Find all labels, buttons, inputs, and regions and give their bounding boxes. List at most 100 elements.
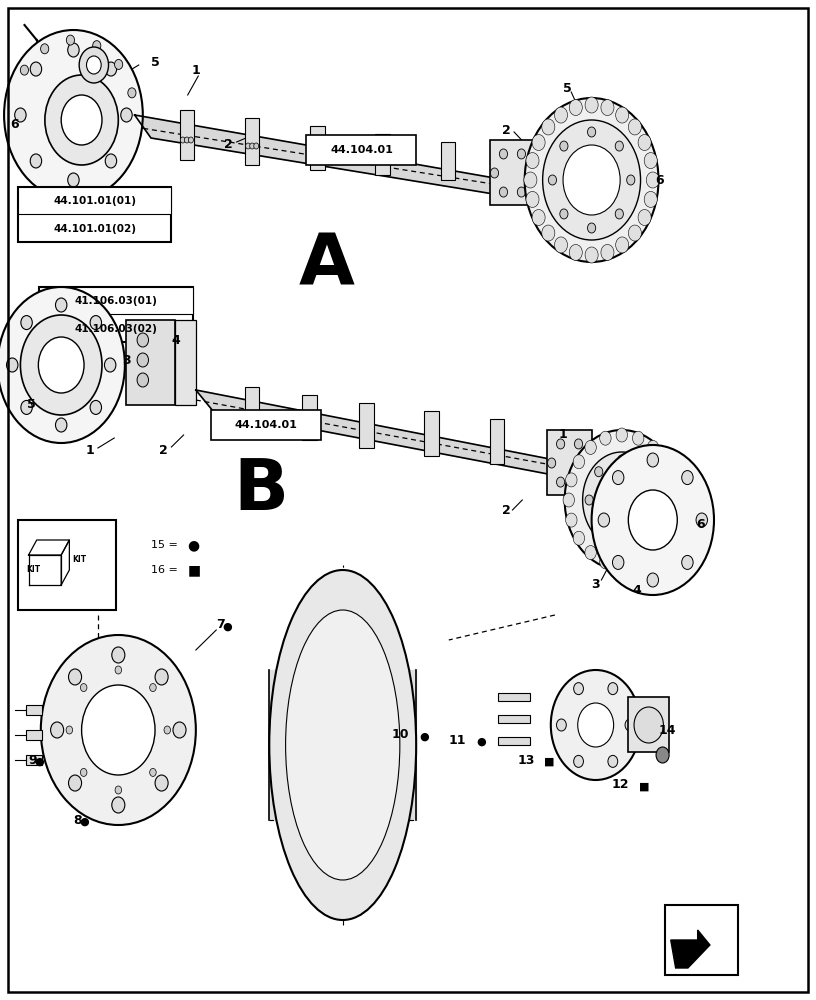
Circle shape (585, 247, 598, 263)
Circle shape (543, 120, 641, 240)
Text: 2: 2 (159, 444, 167, 456)
Bar (18, 520, 116, 610)
Circle shape (583, 458, 592, 468)
Circle shape (641, 523, 649, 533)
Text: 1: 1 (86, 444, 94, 456)
Circle shape (646, 172, 659, 188)
Text: 1: 1 (192, 64, 200, 77)
Circle shape (598, 513, 610, 527)
Circle shape (647, 440, 659, 454)
Text: 14: 14 (659, 724, 676, 736)
Circle shape (173, 722, 186, 738)
Circle shape (86, 56, 101, 74)
Circle shape (565, 513, 577, 527)
Circle shape (315, 149, 320, 155)
Text: ■: ■ (188, 563, 201, 577)
Circle shape (618, 455, 626, 465)
Text: 8: 8 (73, 814, 82, 826)
Circle shape (696, 513, 707, 527)
Bar (498, 737, 530, 745)
Circle shape (632, 555, 644, 569)
Circle shape (585, 546, 596, 560)
Circle shape (517, 187, 526, 197)
Circle shape (188, 137, 193, 143)
Circle shape (618, 535, 626, 545)
Circle shape (81, 768, 87, 776)
Circle shape (573, 455, 584, 469)
Circle shape (585, 97, 598, 113)
Circle shape (574, 755, 583, 767)
Circle shape (184, 137, 189, 143)
Circle shape (608, 683, 618, 695)
Bar (310, 126, 325, 170)
Circle shape (20, 315, 102, 415)
Circle shape (634, 707, 663, 743)
Circle shape (615, 107, 628, 123)
Circle shape (105, 62, 117, 76)
Circle shape (628, 119, 641, 135)
Circle shape (647, 546, 659, 560)
Circle shape (121, 108, 132, 122)
Bar (175, 320, 196, 405)
Circle shape (632, 431, 644, 445)
Circle shape (548, 175, 557, 185)
Bar (375, 134, 390, 175)
Circle shape (616, 558, 628, 572)
Circle shape (557, 439, 565, 449)
Text: 10: 10 (391, 728, 409, 742)
Circle shape (21, 400, 33, 414)
Circle shape (574, 439, 583, 449)
Circle shape (69, 775, 82, 791)
Circle shape (532, 210, 545, 226)
Bar (498, 693, 530, 701)
Circle shape (615, 237, 628, 253)
Circle shape (311, 149, 316, 155)
Circle shape (638, 210, 651, 226)
Circle shape (551, 670, 641, 780)
Text: 2: 2 (502, 504, 510, 516)
Circle shape (650, 495, 659, 505)
Circle shape (55, 298, 67, 312)
Circle shape (615, 209, 623, 219)
Bar (39, 287, 193, 314)
Bar (306, 135, 416, 165)
Circle shape (608, 755, 618, 767)
Circle shape (68, 173, 79, 187)
Circle shape (68, 43, 79, 57)
Circle shape (555, 107, 568, 123)
Text: 44.101.01(01): 44.101.01(01) (53, 196, 136, 206)
Text: ●: ● (477, 737, 486, 747)
Text: KIT: KIT (26, 566, 41, 574)
Text: 1: 1 (559, 428, 567, 442)
Circle shape (128, 88, 136, 98)
Circle shape (180, 137, 185, 143)
Polygon shape (29, 555, 61, 585)
Polygon shape (671, 930, 710, 968)
Bar (359, 403, 374, 448)
Circle shape (319, 149, 324, 155)
Circle shape (681, 555, 693, 569)
Text: ●: ● (222, 622, 232, 632)
Circle shape (79, 47, 109, 83)
Circle shape (112, 797, 125, 813)
Circle shape (115, 666, 122, 674)
Circle shape (45, 75, 118, 165)
Circle shape (565, 473, 577, 487)
Circle shape (524, 172, 537, 188)
Circle shape (4, 30, 143, 200)
Circle shape (66, 726, 73, 734)
Circle shape (532, 134, 545, 151)
Circle shape (588, 127, 596, 137)
Circle shape (615, 141, 623, 151)
Circle shape (595, 523, 603, 533)
Circle shape (137, 333, 149, 347)
Polygon shape (61, 540, 69, 585)
Circle shape (149, 684, 156, 692)
Circle shape (659, 531, 671, 545)
Circle shape (548, 458, 556, 468)
Circle shape (499, 149, 508, 159)
Text: B: B (233, 456, 289, 524)
Circle shape (644, 191, 657, 207)
Bar (18, 187, 171, 242)
Circle shape (613, 555, 624, 569)
